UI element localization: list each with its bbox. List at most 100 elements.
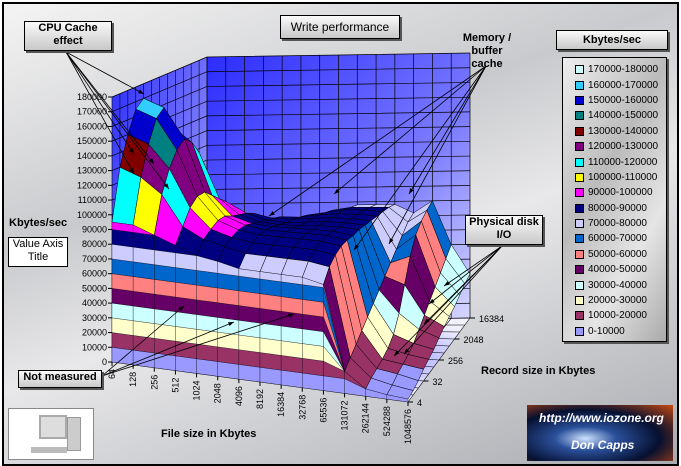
arrowhead bbox=[394, 350, 400, 356]
x-tick-label: 1048576 bbox=[403, 409, 413, 444]
surface-band bbox=[302, 372, 324, 391]
legend-item: 90000-100000 bbox=[575, 185, 666, 200]
annotation-arrow bbox=[333, 65, 487, 195]
keyboard-icon bbox=[31, 447, 67, 453]
annotation-arrow bbox=[388, 65, 487, 245]
annotation-arrow bbox=[408, 65, 487, 195]
x-tick-label: 64 bbox=[107, 369, 117, 379]
legend-item: 60000-70000 bbox=[575, 231, 666, 246]
legend-label: 90000-100000 bbox=[588, 187, 653, 199]
z-axis-title: Kbytes/sec bbox=[9, 217, 68, 229]
legend[interactable]: 170000-180000 160000-170000 150000-160000 1… bbox=[562, 57, 667, 342]
arrowhead bbox=[424, 318, 430, 324]
surface-band bbox=[259, 367, 282, 386]
surface-band bbox=[217, 361, 240, 380]
memory-cache-callout[interactable]: Memory / buffer cache bbox=[462, 32, 512, 70]
arrowhead bbox=[138, 89, 144, 94]
surface-band bbox=[280, 296, 303, 315]
surface-band bbox=[238, 275, 261, 294]
surface-band bbox=[259, 352, 282, 371]
surface-band bbox=[154, 279, 176, 298]
y-tick-label: 16384 bbox=[479, 314, 504, 324]
surface-band bbox=[280, 340, 303, 359]
z-tick-label: 110000 bbox=[78, 195, 107, 205]
logo-url[interactable]: http://www.iozone.org bbox=[539, 411, 664, 425]
legend-item: 120000-130000 bbox=[575, 139, 666, 154]
legend-title[interactable]: Kbytes/sec bbox=[556, 30, 668, 50]
surface-band bbox=[111, 347, 134, 366]
surface-band bbox=[132, 276, 155, 295]
surface-band bbox=[132, 320, 155, 339]
legend-label: 130000-140000 bbox=[588, 125, 659, 137]
surface-band bbox=[111, 317, 134, 336]
arrowhead bbox=[129, 148, 134, 154]
legend-swatch bbox=[575, 126, 584, 136]
surface-band bbox=[238, 305, 261, 324]
x-tick-label: 8192 bbox=[255, 389, 265, 409]
legend-label: 40000-50000 bbox=[588, 264, 647, 276]
legend-label: 80000-90000 bbox=[588, 202, 647, 214]
surface-band bbox=[238, 364, 261, 383]
legend-item: 160000-170000 bbox=[575, 77, 666, 92]
z-tick-label: 70000 bbox=[82, 254, 107, 264]
iozone-logo[interactable]: http://www.iozone.org Don Capps bbox=[527, 405, 673, 461]
surface-band bbox=[323, 375, 345, 394]
surface-band bbox=[175, 245, 197, 256]
surface-band bbox=[302, 299, 324, 318]
cpu-cache-callout[interactable]: CPU Cache effect bbox=[24, 21, 112, 51]
z-tick-label: 130000 bbox=[77, 166, 107, 176]
legend-swatch bbox=[575, 65, 584, 75]
surface-band bbox=[196, 284, 218, 303]
surface-band bbox=[111, 244, 134, 262]
z-tick-label: 50000 bbox=[82, 283, 107, 293]
surface-band bbox=[302, 343, 324, 362]
annotation-arrow bbox=[403, 245, 503, 355]
surface-band bbox=[217, 273, 240, 291]
surface-band bbox=[175, 252, 197, 271]
x-tick-label: 32768 bbox=[297, 395, 307, 420]
z-tick-label: 160000 bbox=[77, 121, 107, 131]
surface-band bbox=[302, 313, 324, 332]
legend-item: 130000-140000 bbox=[575, 124, 666, 139]
surface-band bbox=[238, 349, 261, 368]
value-axis-title-placeholder[interactable]: Value Axis Title bbox=[8, 237, 68, 267]
legend-swatch bbox=[575, 219, 584, 229]
z-tick-label: 80000 bbox=[82, 239, 107, 249]
z-tick-label: 150000 bbox=[77, 136, 107, 146]
annotation-arrow bbox=[101, 313, 295, 377]
legend-item: 50000-60000 bbox=[575, 247, 666, 262]
surface-band bbox=[344, 371, 366, 390]
legend-item: 10000-20000 bbox=[575, 308, 666, 323]
z-tick-label: 120000 bbox=[77, 180, 107, 190]
surface-band bbox=[386, 394, 409, 403]
legend-label: 150000-160000 bbox=[588, 94, 659, 106]
z-tick-label: 40000 bbox=[82, 298, 107, 308]
surface-band bbox=[175, 267, 197, 286]
surface-band bbox=[217, 302, 240, 321]
annotation-arrow bbox=[101, 321, 235, 377]
chart-title[interactable]: Write performance bbox=[280, 15, 400, 39]
surface-band bbox=[302, 284, 324, 303]
legend-swatch bbox=[575, 188, 584, 198]
x-axis-title: File size in Kbytes bbox=[161, 428, 257, 440]
legend-swatch bbox=[575, 326, 584, 336]
x-tick-label: 4096 bbox=[234, 386, 244, 406]
arrowhead bbox=[444, 281, 450, 286]
physical-disk-callout[interactable]: Physical disk I/O bbox=[465, 215, 543, 245]
surface-band bbox=[217, 346, 240, 365]
legend-swatch bbox=[575, 234, 584, 244]
surface-band bbox=[175, 355, 197, 374]
surface-band bbox=[280, 355, 303, 374]
legend-item: 30000-40000 bbox=[575, 277, 666, 292]
annotation-arrow bbox=[65, 51, 135, 175]
legend-swatch bbox=[575, 265, 584, 275]
legend-item: 80000-90000 bbox=[575, 201, 666, 216]
surface-band bbox=[196, 270, 218, 289]
legend-item: 100000-110000 bbox=[575, 170, 666, 185]
legend-swatch bbox=[575, 249, 584, 259]
arrowhead bbox=[129, 168, 134, 174]
legend-label: 100000-110000 bbox=[588, 171, 658, 183]
surface-band bbox=[238, 334, 261, 353]
not-measured-callout[interactable]: Not measured bbox=[18, 370, 102, 388]
